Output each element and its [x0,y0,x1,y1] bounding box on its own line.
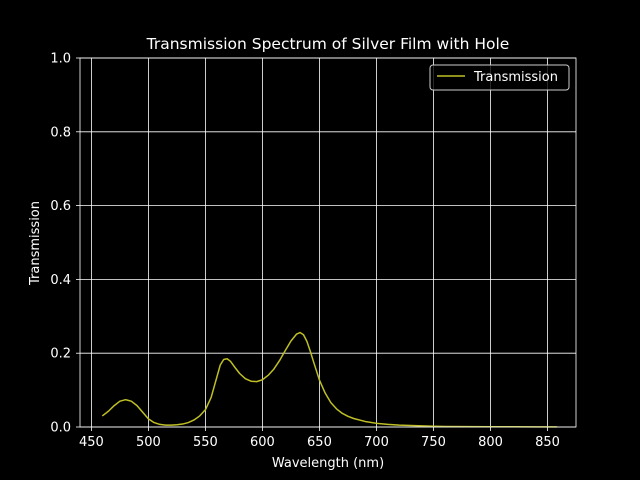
x-tick-label: 500 [136,435,161,450]
chart-title: Transmission Spectrum of Silver Film wit… [146,35,510,53]
y-tick-label: 0.2 [50,347,71,362]
x-tick-label: 800 [478,435,503,450]
x-tick-label: 750 [421,435,446,450]
legend: Transmission [430,65,569,90]
y-tick-label: 0.8 [50,125,71,140]
legend-label-transmission: Transmission [473,70,558,85]
y-tick-label: 0.4 [50,273,71,288]
x-tick-label: 600 [250,435,275,450]
x-axis-label: Wavelength (nm) [272,456,384,471]
x-tick-label: 700 [364,435,389,450]
y-tick-label: 1.0 [50,52,71,67]
x-tick-label: 450 [79,435,104,450]
y-tick-label: 0.6 [50,199,71,214]
x-tick-label: 650 [307,435,332,450]
x-tick-label: 550 [193,435,218,450]
x-tick-label: 850 [535,435,560,450]
y-tick-label: 0.0 [50,421,71,436]
y-axis-label: Transmission [28,201,43,286]
